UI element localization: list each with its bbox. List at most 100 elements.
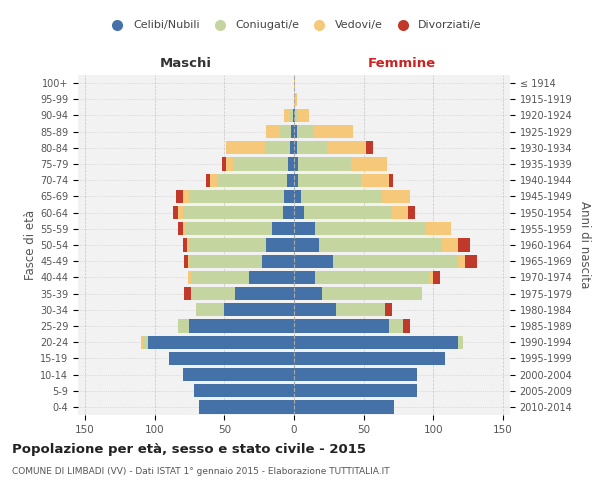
Bar xyxy=(294,158,298,170)
Bar xyxy=(290,141,294,154)
Bar xyxy=(304,206,392,220)
Bar xyxy=(294,352,445,365)
Bar xyxy=(182,206,283,220)
Bar xyxy=(190,190,284,203)
Bar xyxy=(294,254,333,268)
Bar xyxy=(262,254,294,268)
Bar xyxy=(206,174,211,187)
Bar xyxy=(427,222,451,235)
Bar xyxy=(319,238,442,252)
Bar xyxy=(297,141,328,154)
Bar xyxy=(196,303,224,316)
Text: Femmine: Femmine xyxy=(368,57,436,70)
Bar xyxy=(389,174,393,187)
Bar xyxy=(294,206,304,220)
Bar xyxy=(191,270,250,284)
Bar xyxy=(287,174,294,187)
Bar xyxy=(289,158,294,170)
Bar xyxy=(178,222,182,235)
Bar xyxy=(458,238,470,252)
Bar xyxy=(188,270,191,284)
Bar xyxy=(182,190,190,203)
Bar xyxy=(466,254,476,268)
Bar xyxy=(298,158,351,170)
Bar xyxy=(336,303,385,316)
Bar xyxy=(221,158,226,170)
Bar xyxy=(408,206,415,220)
Bar xyxy=(191,287,235,300)
Bar xyxy=(294,222,315,235)
Bar xyxy=(458,336,463,349)
Bar xyxy=(188,254,190,268)
Bar xyxy=(458,254,466,268)
Bar xyxy=(294,109,295,122)
Bar xyxy=(284,190,294,203)
Bar xyxy=(169,352,294,365)
Bar xyxy=(361,174,389,187)
Bar xyxy=(217,174,287,187)
Bar xyxy=(298,109,310,122)
Y-axis label: Anni di nascita: Anni di nascita xyxy=(578,202,591,288)
Bar xyxy=(283,206,294,220)
Bar xyxy=(173,206,178,220)
Bar xyxy=(351,158,388,170)
Bar xyxy=(294,336,458,349)
Bar xyxy=(294,125,297,138)
Bar xyxy=(294,141,297,154)
Bar xyxy=(294,287,322,300)
Bar xyxy=(294,76,295,90)
Bar xyxy=(314,125,353,138)
Bar xyxy=(429,270,433,284)
Bar xyxy=(141,336,143,349)
Bar xyxy=(291,125,294,138)
Bar xyxy=(190,254,262,268)
Bar xyxy=(235,287,294,300)
Text: COMUNE DI LIMBADI (VV) - Dati ISTAT 1° gennaio 2015 - Elaborazione TUTTITALIA.IT: COMUNE DI LIMBADI (VV) - Dati ISTAT 1° g… xyxy=(12,468,389,476)
Bar xyxy=(250,270,294,284)
Legend: Celibi/Nubili, Coniugati/e, Vedovi/e, Divorziati/e: Celibi/Nubili, Coniugati/e, Vedovi/e, Di… xyxy=(102,16,486,35)
Bar xyxy=(226,141,265,154)
Bar xyxy=(293,109,294,122)
Bar xyxy=(190,320,294,332)
Bar xyxy=(272,222,294,235)
Bar xyxy=(284,109,290,122)
Bar xyxy=(294,92,297,106)
Bar xyxy=(266,125,280,138)
Bar xyxy=(294,368,416,381)
Bar xyxy=(294,238,319,252)
Bar xyxy=(233,158,289,170)
Bar xyxy=(333,254,458,268)
Bar xyxy=(265,141,290,154)
Bar xyxy=(382,190,410,203)
Bar xyxy=(389,320,403,332)
Bar xyxy=(182,222,185,235)
Text: Maschi: Maschi xyxy=(160,57,212,70)
Bar xyxy=(224,303,294,316)
Bar xyxy=(178,320,190,332)
Bar xyxy=(297,125,314,138)
Bar xyxy=(266,238,294,252)
Bar xyxy=(328,141,367,154)
Bar xyxy=(301,190,382,203)
Bar xyxy=(182,368,294,381)
Bar xyxy=(315,270,429,284)
Bar xyxy=(433,270,440,284)
Bar xyxy=(182,238,187,252)
Y-axis label: Fasce di età: Fasce di età xyxy=(24,210,37,280)
Bar xyxy=(294,384,416,398)
Bar xyxy=(385,303,392,316)
Bar xyxy=(184,287,191,300)
Bar xyxy=(226,158,233,170)
Bar xyxy=(148,336,294,349)
Bar xyxy=(211,174,217,187)
Bar xyxy=(143,336,148,349)
Text: Popolazione per età, sesso e stato civile - 2015: Popolazione per età, sesso e stato civil… xyxy=(12,442,366,456)
Bar xyxy=(199,400,294,413)
Bar xyxy=(290,109,293,122)
Bar xyxy=(280,125,291,138)
Bar xyxy=(403,320,410,332)
Bar xyxy=(294,303,336,316)
Bar xyxy=(294,190,301,203)
Bar xyxy=(294,320,389,332)
Bar xyxy=(176,190,182,203)
